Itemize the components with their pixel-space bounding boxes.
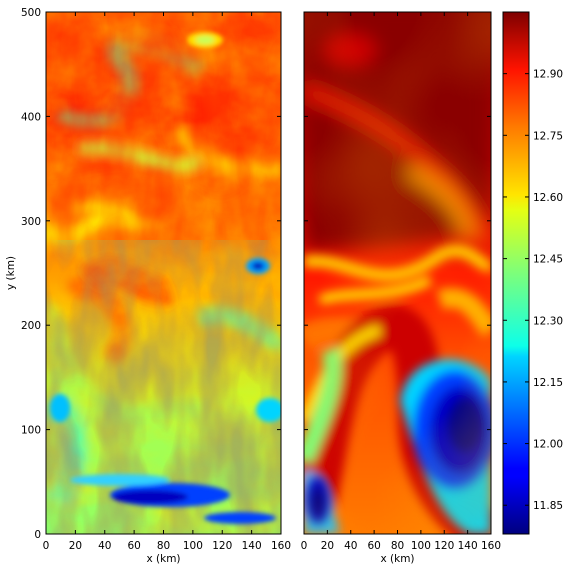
right-heatmap: [304, 12, 491, 534]
left-x-tick-label: 60: [127, 540, 140, 552]
left-y-tick-label: 0: [34, 529, 41, 541]
left-x-axis-label: x (km): [146, 553, 180, 565]
left-y-tick-label: 300: [21, 216, 41, 228]
right-x-tick-label: 140: [458, 540, 478, 552]
left-y-axis: 0 100 200 300 400 500: [21, 7, 281, 541]
colorbar-axis: 11.85 12.00 12.15 12.30 12.45 12.60 12.75 12.90: [503, 69, 563, 512]
y-axis-label: y (km): [5, 256, 17, 290]
left-y-tick-label: 200: [21, 320, 41, 332]
left-x-tick-label: 20: [69, 540, 82, 552]
right-x-tick-label: 120: [434, 540, 454, 552]
colorbar-tick-label: 12.75: [533, 130, 563, 142]
colorbar-tick-label: 12.45: [533, 254, 563, 266]
right-x-tick-label: 60: [367, 540, 380, 552]
left-x-tick-label: 160: [271, 540, 291, 552]
left-x-tick-label: 120: [212, 540, 232, 552]
colorbar-tick-label: 12.15: [533, 377, 563, 389]
right-x-tick-label: 100: [411, 540, 431, 552]
left-x-tick-label: 80: [157, 540, 170, 552]
colorbar-tick-label: 12.30: [533, 315, 563, 327]
right-x-axis-label: x (km): [380, 553, 414, 565]
right-x-tick-label: 80: [391, 540, 404, 552]
right-x-axis: 0 20 40 60 80 100 120 140 160: [301, 12, 501, 552]
right-y-axis: [304, 11, 491, 535]
left-y-tick-label: 100: [21, 425, 41, 437]
colorbar-tick-label: 11.85: [533, 500, 563, 512]
right-x-tick-label: 20: [321, 540, 334, 552]
colorbar-frame: [502, 11, 530, 535]
right-x-tick-label: 40: [344, 540, 357, 552]
left-heatmap: [46, 12, 281, 534]
colorbar-tick-label: 12.00: [533, 439, 563, 451]
colorbar-tick-label: 12.90: [533, 69, 563, 81]
left-x-tick-label: 100: [183, 540, 203, 552]
right-x-tick-label: 160: [481, 540, 501, 552]
right-x-tick-label: 0: [301, 540, 308, 552]
left-x-axis: 0 20 40 60 80 100 120 140 160: [43, 12, 291, 552]
left-y-tick-label: 400: [21, 111, 41, 123]
left-x-tick-label: 0: [43, 540, 50, 552]
colorbar-tick-label: 12.60: [533, 192, 563, 204]
left-x-tick-label: 140: [242, 540, 262, 552]
left-y-tick-label: 500: [21, 7, 41, 19]
left-x-tick-label: 40: [98, 540, 111, 552]
colorbar: [503, 12, 529, 534]
